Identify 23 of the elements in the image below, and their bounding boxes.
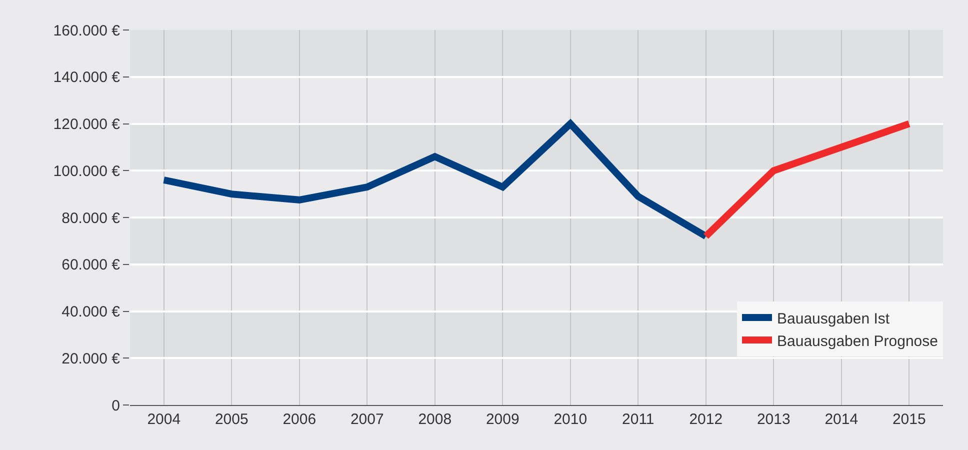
x-tick-label: 2015 — [892, 411, 926, 428]
x-tick-label: 2009 — [486, 411, 520, 428]
x-tick-label: 2012 — [689, 411, 723, 428]
x-tick-label: 2011 — [622, 411, 654, 428]
y-tick-label: 0 — [112, 397, 120, 414]
legend-label: Bauausgaben Ist — [777, 310, 890, 328]
x-tick-label: 2005 — [214, 411, 248, 428]
y-tick-label: 80.000 € — [62, 210, 121, 227]
x-tick-label: 2007 — [350, 411, 384, 428]
x-tick-label: 2014 — [824, 411, 858, 428]
y-tick-label: 20.000 € — [62, 350, 121, 368]
x-tick-label: 2010 — [554, 411, 588, 428]
y-tick-label: 160.000 € — [53, 22, 121, 40]
x-tick-label: 2006 — [282, 411, 316, 428]
y-tick-label: 140.000 € — [53, 69, 121, 86]
y-tick-label: 60.000 € — [62, 256, 121, 274]
x-tick-label: 2008 — [418, 411, 452, 428]
x-tick-label: 2013 — [756, 411, 790, 428]
y-tick-label: 40.000 € — [62, 304, 121, 320]
y-tick-label: 120.000 € — [53, 116, 121, 133]
legend-label: Bauausgaben Prognose — [777, 332, 938, 350]
x-tick-label: 2004 — [147, 411, 181, 428]
y-tick-label: 100.000 € — [53, 162, 121, 180]
